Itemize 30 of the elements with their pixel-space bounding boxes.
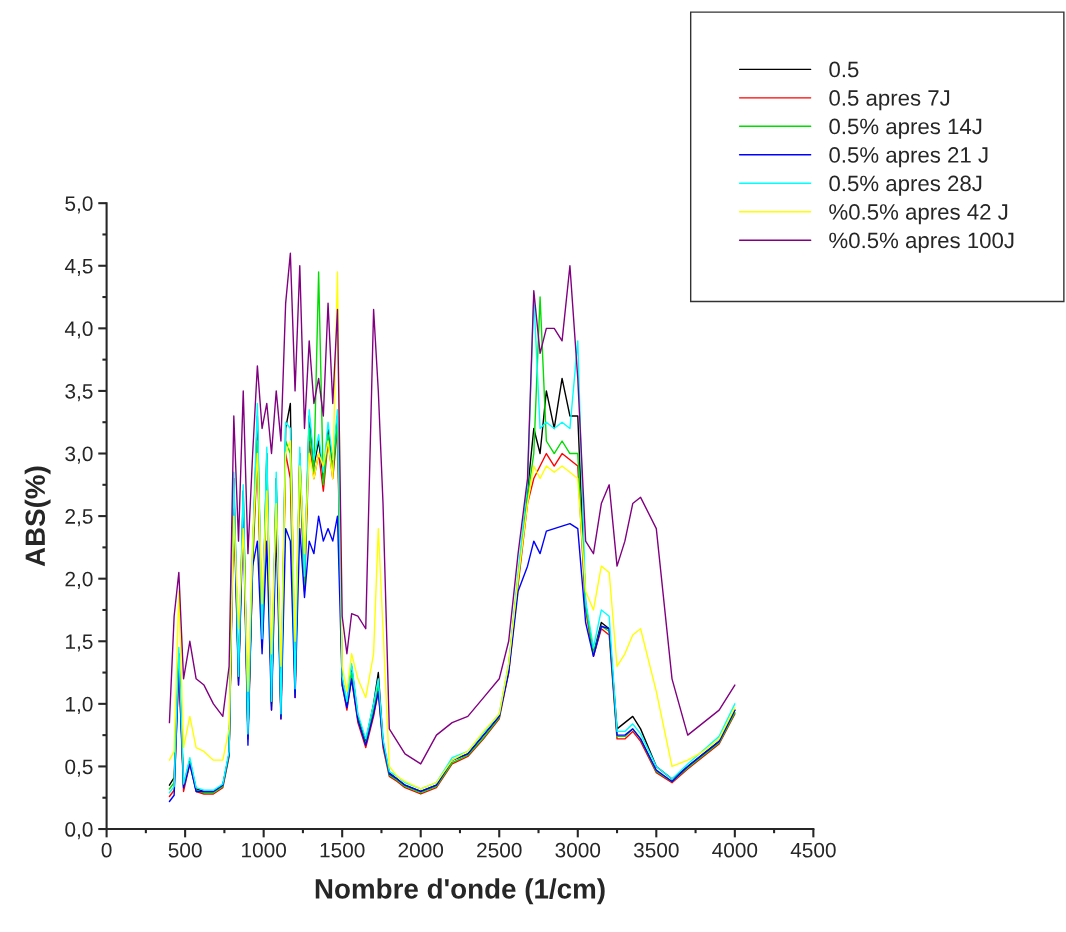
y-tick-label: 5,0 xyxy=(65,196,93,214)
y-axis-title: ABS(%) xyxy=(24,466,51,567)
x-tick-label: 4000 xyxy=(712,842,758,858)
x-tick-label: 3500 xyxy=(633,842,679,858)
x-axis-title: Nombre d'onde (1/cm) xyxy=(315,878,605,905)
y-tick-label: 2,5 xyxy=(65,509,93,527)
legend-label: 0.5 xyxy=(829,61,859,78)
x-tick-label: 1500 xyxy=(320,842,365,858)
legend-label: 0.5% apres 21 J xyxy=(829,147,988,168)
x-tick-label: 1000 xyxy=(242,842,287,858)
y-tick-label: 1,0 xyxy=(66,696,93,715)
y-tick-label: 2,0 xyxy=(65,571,93,589)
x-tick-label: 2000 xyxy=(398,842,444,858)
x-tick-label: 3000 xyxy=(555,842,601,858)
legend-label: %0.5% apres 100J xyxy=(829,232,1014,253)
y-tick-label: 0,5 xyxy=(65,759,93,777)
legend-label: 0.5% apres 14J xyxy=(829,118,982,139)
y-tick-label: 3,5 xyxy=(65,383,93,402)
y-tick-label: 0,0 xyxy=(65,822,93,840)
x-tick-label: 4500 xyxy=(790,842,836,858)
y-tick-label: 4,0 xyxy=(64,321,93,339)
x-tick-label: 2500 xyxy=(477,842,522,858)
y-tick-label: 4,5 xyxy=(64,258,93,276)
legend-label: %0.5% apres 42 J xyxy=(829,204,1008,225)
x-tick-label: 0 xyxy=(101,842,112,858)
legend-label: 0.5 apres 7J xyxy=(829,90,950,111)
y-tick-label: 1,5 xyxy=(66,634,93,652)
x-tick-label: 500 xyxy=(168,842,202,858)
legend-label: 0.5% apres 28J xyxy=(829,175,982,196)
y-tick-label: 3,0 xyxy=(65,446,93,464)
